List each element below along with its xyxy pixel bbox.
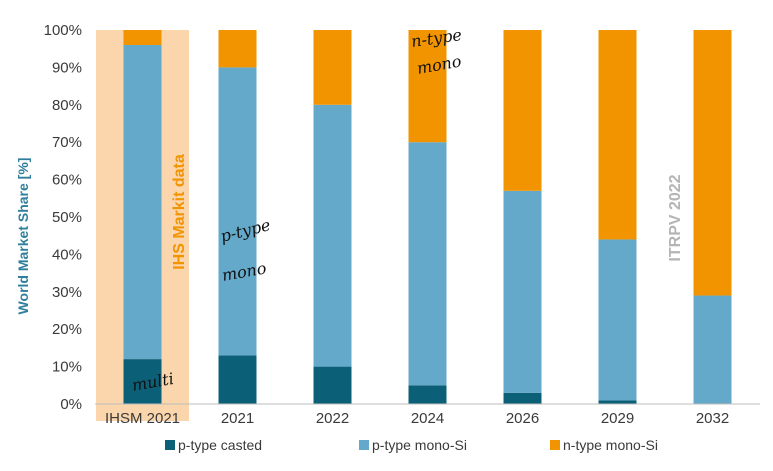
y-tick-label: 40% bbox=[52, 246, 82, 263]
bar-2022-series-0 bbox=[313, 366, 352, 404]
legend-label: p-type casted bbox=[178, 437, 262, 453]
bar-2032-series-2 bbox=[693, 30, 732, 296]
legend-swatch bbox=[359, 440, 369, 450]
y-tick-label: 60% bbox=[52, 172, 82, 189]
x-tick-label: IHSM 2021 bbox=[105, 410, 180, 427]
x-tick-label: 2024 bbox=[411, 410, 444, 427]
x-tick-label: 2021 bbox=[221, 410, 254, 427]
x-tick-label: 2026 bbox=[506, 410, 539, 427]
bar-2032-series-1 bbox=[693, 295, 732, 404]
x-tick-label: 2029 bbox=[601, 410, 634, 427]
ihs-markit-data-label: IHS Markit data bbox=[171, 154, 188, 270]
bar-2022-series-1 bbox=[313, 104, 352, 367]
bar-ihsm-2021-series-2 bbox=[123, 30, 162, 45]
x-tick-labels: IHSM 2021 2021 2022 2024 2026 2029 2032 bbox=[105, 410, 729, 427]
bar-2021-series-0 bbox=[218, 355, 257, 404]
x-tick-label: 2022 bbox=[316, 410, 349, 427]
itrpv-2022-label: ITRPV 2022 bbox=[667, 174, 684, 261]
y-tick-label: 100% bbox=[44, 22, 82, 39]
y-tick-label: 10% bbox=[52, 359, 82, 376]
bar-2029-series-0 bbox=[598, 400, 637, 404]
bar-2024-series-2 bbox=[408, 30, 447, 143]
legend-label: p-type mono-Si bbox=[372, 437, 467, 453]
bar-2024-series-1 bbox=[408, 142, 447, 386]
y-tick-label: 50% bbox=[52, 209, 82, 226]
y-tick-labels: 0% 10% 20% 30% 40% 50% 60% 70% 80% 90% 100% bbox=[44, 22, 82, 413]
bars-group bbox=[123, 30, 732, 404]
bar-2026-series-0 bbox=[503, 392, 542, 404]
legend-swatch bbox=[550, 440, 560, 450]
bar-2021-series-1 bbox=[218, 67, 257, 356]
handwritten-n-type: n-type bbox=[410, 25, 463, 51]
bar-2021-series-2 bbox=[218, 30, 257, 68]
legend-label: n-type mono-Si bbox=[563, 437, 658, 453]
bar-2022-series-2 bbox=[313, 30, 352, 105]
bar-ihsm-2021-series-0 bbox=[123, 359, 162, 404]
x-tick-label: 2032 bbox=[696, 410, 729, 427]
y-tick-label: 0% bbox=[60, 396, 82, 413]
bar-2026-series-1 bbox=[503, 190, 542, 393]
y-tick-label: 90% bbox=[52, 59, 82, 76]
bar-2029-series-1 bbox=[598, 239, 637, 401]
bar-2026-series-2 bbox=[503, 30, 542, 191]
bar-2024-series-0 bbox=[408, 385, 447, 404]
y-tick-label: 80% bbox=[52, 97, 82, 114]
bar-ihsm-2021-series-1 bbox=[123, 44, 162, 360]
y-tick-label: 20% bbox=[52, 321, 82, 338]
bar-2029-series-2 bbox=[598, 30, 637, 240]
y-tick-label: 70% bbox=[52, 134, 82, 151]
legend-swatch bbox=[165, 440, 175, 450]
y-axis-label: World Market Share [%] bbox=[15, 158, 31, 315]
legend: p-type casted p-type mono-Si n-type mono-S… bbox=[165, 437, 658, 453]
y-tick-label: 30% bbox=[52, 284, 82, 301]
